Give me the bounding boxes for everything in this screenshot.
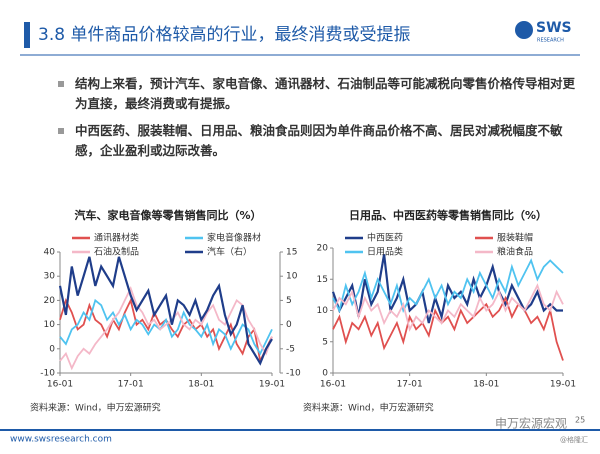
bullet-box: 中西医药、服装鞋帽、日用品、粮油食品则因为单件商品价格不高、居民对减税幅度不敏感… xyxy=(75,123,563,158)
legend-label: 家电音像器材 xyxy=(207,232,261,244)
x-tick-label: 18-01 xyxy=(188,380,214,390)
y-tick-label: 20 xyxy=(317,244,329,254)
x-tick-label: 19-01 xyxy=(550,380,576,390)
bullet: 结构上来看，预计汽车、家电音像、通讯器材、石油制品等可能减税向零售价格传导相对更… xyxy=(75,76,575,111)
bullet-icon xyxy=(58,128,64,134)
y-tick-label: 0 xyxy=(49,344,55,354)
y2-tick-label: 15 xyxy=(286,248,297,258)
y-tick-label: -10 xyxy=(40,369,55,379)
x-tick-label: 18-01 xyxy=(473,380,499,390)
bullet-box: 结构上来看，预计汽车、家电音像、通讯器材、石油制品等可能减税向零售价格传导相对更… xyxy=(75,76,575,111)
x-tick-label: 16-01 xyxy=(320,380,346,390)
x-tick-label: 17-01 xyxy=(397,380,423,390)
y2-tick-label: 0 xyxy=(286,320,292,330)
x-tick-label: 16-01 xyxy=(47,380,73,390)
y-tick-label: 10 xyxy=(317,306,329,316)
y-tick-label: 20 xyxy=(44,296,56,306)
footer-url: www.swsresearch.com xyxy=(10,435,112,445)
legend-label: 粮油食品 xyxy=(497,246,533,258)
series-line xyxy=(59,285,273,371)
bullet-icon xyxy=(58,81,64,87)
series-line xyxy=(332,258,564,314)
chart-source: 资料来源：Wind，申万宏源研究 xyxy=(303,402,434,414)
legend-label: 日用品类 xyxy=(367,246,403,258)
y-tick-label: 15 xyxy=(317,275,328,285)
legend-label: 服装鞋帽 xyxy=(497,232,533,244)
logo: SWS xyxy=(536,20,572,36)
bullet: 中西医药、服装鞋帽、日用品、粮油食品则因为单件商品价格不高、居民对减税幅度不敏感… xyxy=(75,123,563,158)
y-tick-label: 10 xyxy=(44,320,56,330)
y-tick-label: 0 xyxy=(322,369,328,379)
series-line xyxy=(59,298,273,356)
y2-tick-label: -5 xyxy=(286,344,295,354)
watermark: 申万宏源宏观 xyxy=(495,416,567,431)
series-line xyxy=(332,283,564,332)
legend-label: 中西医药 xyxy=(367,232,403,244)
x-tick-label: 17-01 xyxy=(118,380,144,390)
chart-title: 日用品、中西医药等零售销售同比（%） xyxy=(349,208,547,222)
slide-title: 3.8 单件商品价格较高的行业，最终消费或受提振 xyxy=(38,25,410,45)
credit: @格隆汇 xyxy=(560,435,588,444)
y2-tick-label: 5 xyxy=(286,296,292,306)
page-number: 25 xyxy=(575,416,585,425)
y-tick-label: 30 xyxy=(44,272,56,282)
chart-source: 资料来源：Wind，申万宏源研究 xyxy=(30,402,161,414)
y2-tick-label: -10 xyxy=(286,369,301,379)
series-line xyxy=(58,256,273,366)
logo-sub: RESEARCH xyxy=(537,38,564,44)
x-tick-label: 19-01 xyxy=(259,380,285,390)
title-bar xyxy=(24,22,30,48)
legend-label: 石油及制品 xyxy=(94,246,139,258)
y-tick-label: 5 xyxy=(322,337,328,347)
legend-label: 汽车（右） xyxy=(207,246,252,258)
y-tick-label: 40 xyxy=(44,248,56,258)
y2-tick-label: 10 xyxy=(286,272,298,282)
chart-title: 汽车、家电音像等零售销售同比（%） xyxy=(74,208,261,222)
logo-icon xyxy=(515,21,533,39)
legend-label: 通讯器材类 xyxy=(94,232,139,244)
